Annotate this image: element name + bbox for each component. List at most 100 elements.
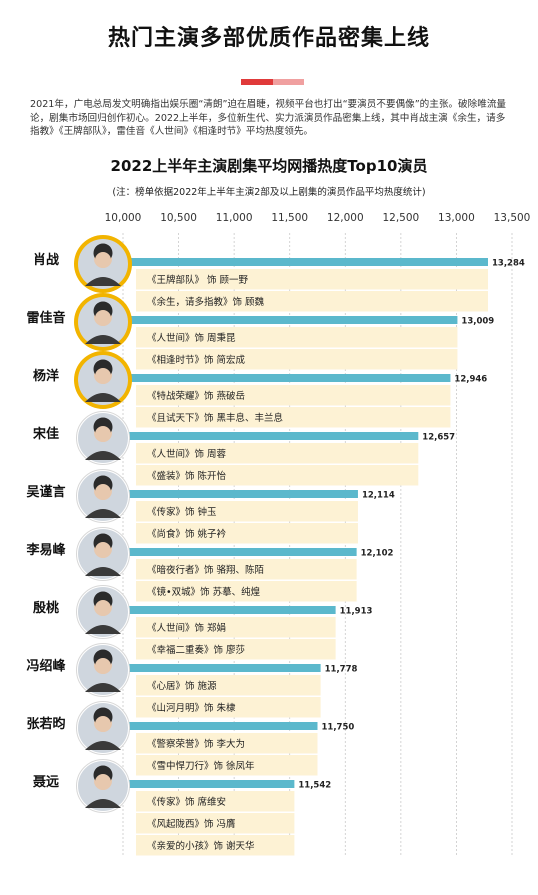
avatar-face-front [95,368,111,384]
value-label: 12,114 [362,491,395,501]
value-label: 11,750 [322,723,355,733]
work-panel [136,291,488,312]
chart-title: 2022上半年主演剧集平均网播热度Top10演员 [110,157,428,175]
work-label: 《心居》饰 施源 [147,680,217,692]
heat-bar [123,432,419,440]
heat-bar [123,722,318,730]
x-tick-label: 12,500 [382,212,419,224]
value-label: 12,657 [422,433,455,443]
actor-name: 冯绍峰 [26,658,66,674]
work-panel [136,697,321,718]
avatar-face-front [95,310,111,326]
work-panel [136,813,295,834]
heat-bar [123,606,336,614]
value-label: 11,913 [340,607,373,617]
value-label: 12,946 [454,375,487,385]
work-panel [136,581,357,602]
work-label: 《传家》饰 钟玉 [147,506,217,518]
avatar-face-front [95,600,111,616]
avatar-face-front [95,252,111,268]
work-label: 《传家》饰 席维安 [147,796,226,808]
work-label: 《相逢时节》饰 简宏成 [147,354,246,366]
work-panel [136,465,419,486]
value-label: 11,778 [325,665,358,675]
work-label: 《亲爱的小孩》饰 谢天华 [147,840,255,852]
work-label: 《雪中悍刀行》饰 徐凤年 [147,760,255,772]
actor-name: 吴谨言 [26,484,65,500]
heat-bar [123,780,295,788]
actor-name: 雷佳音 [26,310,65,326]
x-tick-label: 13,000 [438,212,475,224]
actor-name: 张若昀 [26,716,65,732]
avatar-shoulders [85,741,121,750]
heat-bar [123,664,321,672]
avatar-shoulders [85,335,121,344]
avatar-face-front [95,716,111,732]
avatar-shoulders [85,625,121,634]
x-tick-label: 11,000 [216,212,253,224]
avatar-shoulders [85,277,121,286]
work-label: 《幸福二重奏》饰 廖莎 [147,644,245,656]
x-tick-label: 12,000 [327,212,364,224]
work-panel [136,385,451,406]
value-label: 13,284 [492,259,525,269]
work-panel [136,755,318,776]
actor-name: 宋佳 [32,426,59,442]
value-label: 12,102 [361,549,394,559]
work-panel [136,443,419,464]
work-panel [136,733,318,754]
title-accent-red [241,79,273,85]
work-panel [136,675,321,696]
value-label: 13,009 [461,317,494,327]
work-label: 《人世间》饰 周秉昆 [147,332,236,344]
work-panel [136,835,295,856]
work-label: 《人世间》饰 周蓉 [147,448,227,460]
avatar-shoulders [85,567,121,576]
x-tick-label: 11,500 [271,212,308,224]
actor-name: 肖战 [33,252,59,268]
x-tick-label: 10,000 [105,212,142,224]
work-panel [136,349,458,370]
heat-bar [123,316,458,324]
avatar-face-front [95,484,111,500]
avatar-face-front [95,774,111,790]
work-panel [136,269,488,290]
work-label: 《暗夜行者》饰 骆翔、陈陌 [147,564,264,576]
work-panel [136,617,336,638]
work-label: 《镜•双城》饰 苏摹、纯煌 [147,586,261,598]
work-label: 《特战荣耀》饰 燕破岳 [147,390,245,402]
avatar-shoulders [85,683,121,692]
heat-bar [123,548,357,556]
actor-name: 李易峰 [25,542,66,558]
work-label: 《警察荣誉》饰 李大为 [147,738,245,750]
work-panel [136,639,336,660]
avatar-shoulders [85,799,121,808]
avatar-face-front [95,658,111,674]
work-label: 《山河月明》饰 朱棣 [147,702,236,714]
heat-bar [123,258,488,266]
chart-subtitle: (注：榜单依据2022年上半年主演2部及以上剧集的演员作品平均热度统计) [112,187,426,198]
work-panel [136,407,451,428]
actor-name: 杨洋 [33,368,59,384]
page-headline: 热门主演多部优质作品密集上线 [107,26,430,51]
heat-bar [123,490,358,498]
work-panel [136,523,358,544]
work-label: 《余生，请多指教》饰 顾魏 [147,296,265,308]
work-label: 《王牌部队》 饰 顾一野 [147,274,249,286]
intro-paragraph: 2021年，广电总局发文明确指出娱乐圈“清朗”迫在眉睫，视频平台也打出“要演员不… [30,99,507,137]
actor-name: 殷桃 [33,600,59,616]
work-panel [136,791,295,812]
x-tick-label: 10,500 [160,212,197,224]
actor-name: 聂远 [32,775,59,790]
avatar-shoulders [85,393,121,402]
work-label: 《风起陇西》饰 冯膺 [147,818,236,830]
work-label: 《人世间》饰 郑娟 [147,622,226,634]
work-panel [136,327,458,348]
heat-bar [123,374,451,382]
work-label: 《盛装》饰 陈开怡 [147,470,227,482]
work-label: 《且试天下》饰 黑丰息、丰兰息 [147,412,283,424]
avatar-face-front [95,426,111,442]
avatar-shoulders [85,509,121,518]
avatar-face-front [95,542,111,558]
